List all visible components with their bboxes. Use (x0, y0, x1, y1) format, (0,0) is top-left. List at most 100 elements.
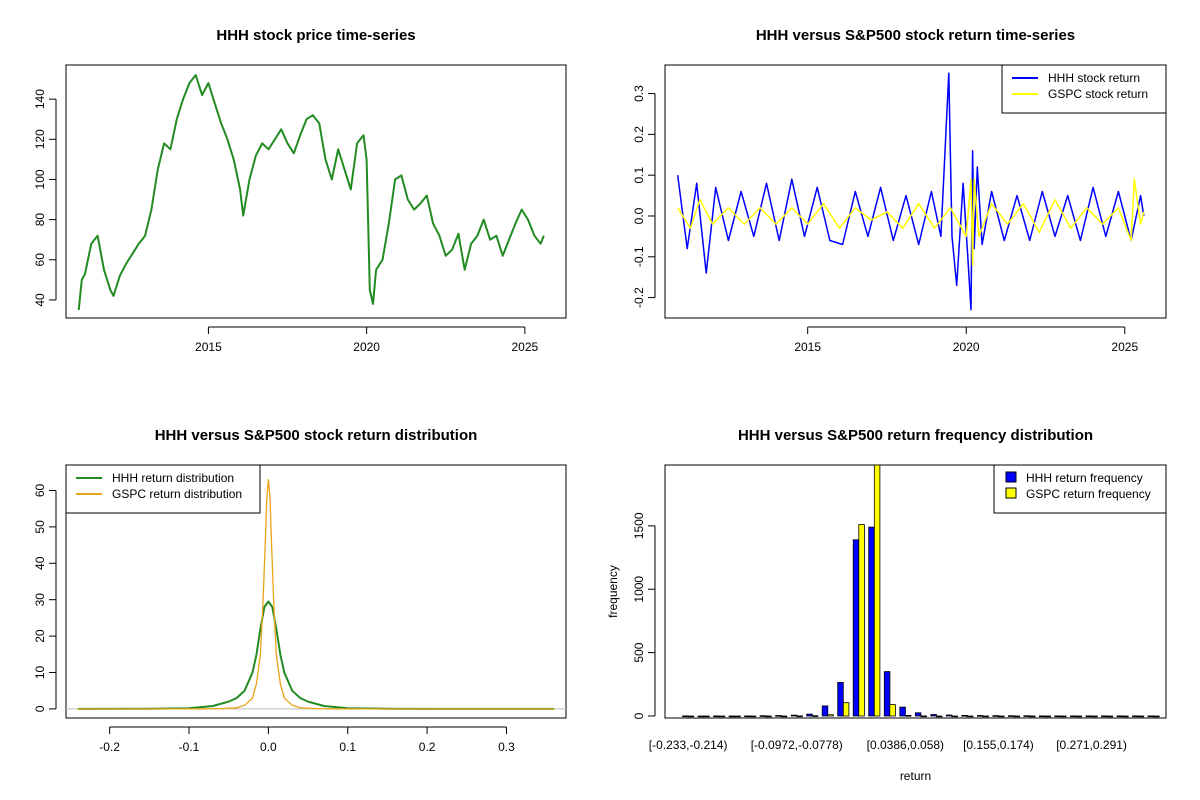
histogram-bar (1085, 715, 1092, 718)
x-tick-label: [0.271,0.291) (1056, 738, 1127, 752)
y-tick-label: 40 (33, 556, 47, 570)
histogram-bar (852, 539, 860, 717)
x-tick-label: 0.1 (339, 740, 356, 754)
histogram-bar (821, 705, 829, 717)
histogram-bar (982, 715, 989, 718)
y-axis-label: frequency (606, 565, 620, 618)
histogram-bar (920, 715, 927, 718)
legend-label: HHH stock return (1048, 71, 1140, 85)
histogram-bar (1075, 715, 1082, 718)
histogram-bar (1029, 715, 1036, 718)
histogram-bar (977, 715, 984, 717)
chart-title: HHH versus S&P500 stock return distribut… (155, 427, 478, 444)
histogram-bar (868, 526, 875, 717)
legend-fill-swatch (1005, 487, 1017, 499)
x-tick-label: 0.0 (260, 740, 277, 754)
histogram-bar (765, 715, 772, 718)
legend-box (1001, 64, 1167, 114)
x-tick-label: 0.3 (498, 740, 515, 754)
plot-frame (65, 464, 567, 719)
histogram-bar (1070, 715, 1077, 718)
y-tick-label: 0.3 (632, 85, 646, 102)
y-tick-label: 40 (33, 293, 47, 307)
legend: HHH stock return GSPC stock return (1001, 64, 1167, 114)
x-tick-label: 2015 (195, 340, 222, 354)
x-tick-label: -0.2 (99, 740, 120, 754)
x-axis-label: return (900, 769, 931, 783)
histogram-bar (703, 715, 710, 718)
histogram-bar (930, 714, 937, 717)
histogram-bar (1023, 715, 1030, 717)
y-tick-label: 20 (33, 629, 47, 643)
histogram-bar (899, 706, 906, 717)
histogram-bar (780, 715, 788, 718)
legend-label: GSPC stock return (1048, 87, 1148, 101)
histogram-bar (837, 682, 844, 717)
y-tick-label: 1500 (632, 512, 646, 539)
histogram-bar (734, 715, 741, 718)
plot-frame (65, 64, 567, 319)
histogram-bar (873, 465, 881, 717)
histogram-bar (749, 715, 757, 718)
histogram-bar (744, 715, 751, 718)
histogram-bar (1147, 715, 1154, 718)
histogram-bar (1039, 715, 1046, 718)
histogram-bar (883, 671, 891, 717)
histogram-bar (1091, 715, 1098, 718)
chart-title: HHH stock price time-series (216, 27, 415, 44)
histogram-bar (811, 715, 819, 717)
legend-label: GSPC return frequency (1026, 487, 1151, 501)
histogram-bar (806, 713, 813, 717)
histogram-bar (827, 714, 834, 717)
histogram-bar (1132, 715, 1139, 718)
histogram-bar (1116, 715, 1123, 718)
x-tick-label: 2025 (1111, 340, 1138, 354)
histogram-bar (1060, 715, 1067, 718)
returns-panel: HHH versus S&P500 stock return time-seri… (632, 27, 1167, 354)
histogram-bar (775, 715, 782, 717)
histogram-bar (936, 715, 943, 718)
histogram-bar (1101, 715, 1108, 718)
chart-title: HHH versus S&P500 return frequency distr… (738, 427, 1093, 444)
legend-fill-swatch (1005, 471, 1017, 483)
y-tick-label: 60 (33, 253, 47, 267)
histogram-bar (951, 715, 958, 718)
x-tick-label: 0.2 (419, 740, 436, 754)
histogram-bar (905, 715, 912, 717)
histogram-bar (967, 715, 974, 718)
y-tick-label: 0.0 (632, 207, 646, 224)
histogram-bar (697, 715, 705, 718)
plot-frame (664, 464, 1167, 719)
y-tick-label: 60 (33, 483, 47, 497)
y-tick-label: 10 (33, 666, 47, 680)
y-tick-label: 100 (33, 169, 47, 189)
histogram-bar (1122, 715, 1129, 718)
histogram-bar (682, 715, 689, 718)
histogram-bar (1106, 715, 1114, 718)
gspc-return-line (677, 178, 1145, 266)
histogram-bar (842, 702, 850, 717)
histogram-bar (728, 715, 736, 718)
histogram-bar (914, 712, 922, 717)
legend: HHH return distribution GSPC return distr… (65, 464, 261, 514)
y-tick-label: 140 (33, 89, 47, 109)
histogram-bar (718, 715, 726, 718)
histogram-bar (1008, 715, 1015, 717)
y-tick-label: 1000 (632, 576, 646, 603)
x-tick-label: [0.0386,0.058) (867, 738, 944, 752)
price-panel: HHH stock price time-series 40 60 80 100 120 1… (33, 27, 567, 354)
price-line (77, 74, 545, 311)
y-tick-label: 80 (33, 213, 47, 227)
x-tick-label: 2025 (512, 340, 539, 354)
histogram-bar (759, 715, 767, 717)
histogram-bar (1054, 715, 1061, 718)
histogram-bar (687, 715, 695, 718)
histogram-bar (961, 715, 968, 717)
y-tick-label: 50 (33, 520, 47, 534)
histogram-panel: HHH versus S&P500 return frequency distr… (606, 427, 1167, 783)
plot-frame (664, 64, 1167, 319)
legend-label: HHH return frequency (1026, 471, 1143, 485)
histogram-bar (889, 704, 896, 717)
x-tick-label: [0.155,0.174) (963, 738, 1034, 752)
